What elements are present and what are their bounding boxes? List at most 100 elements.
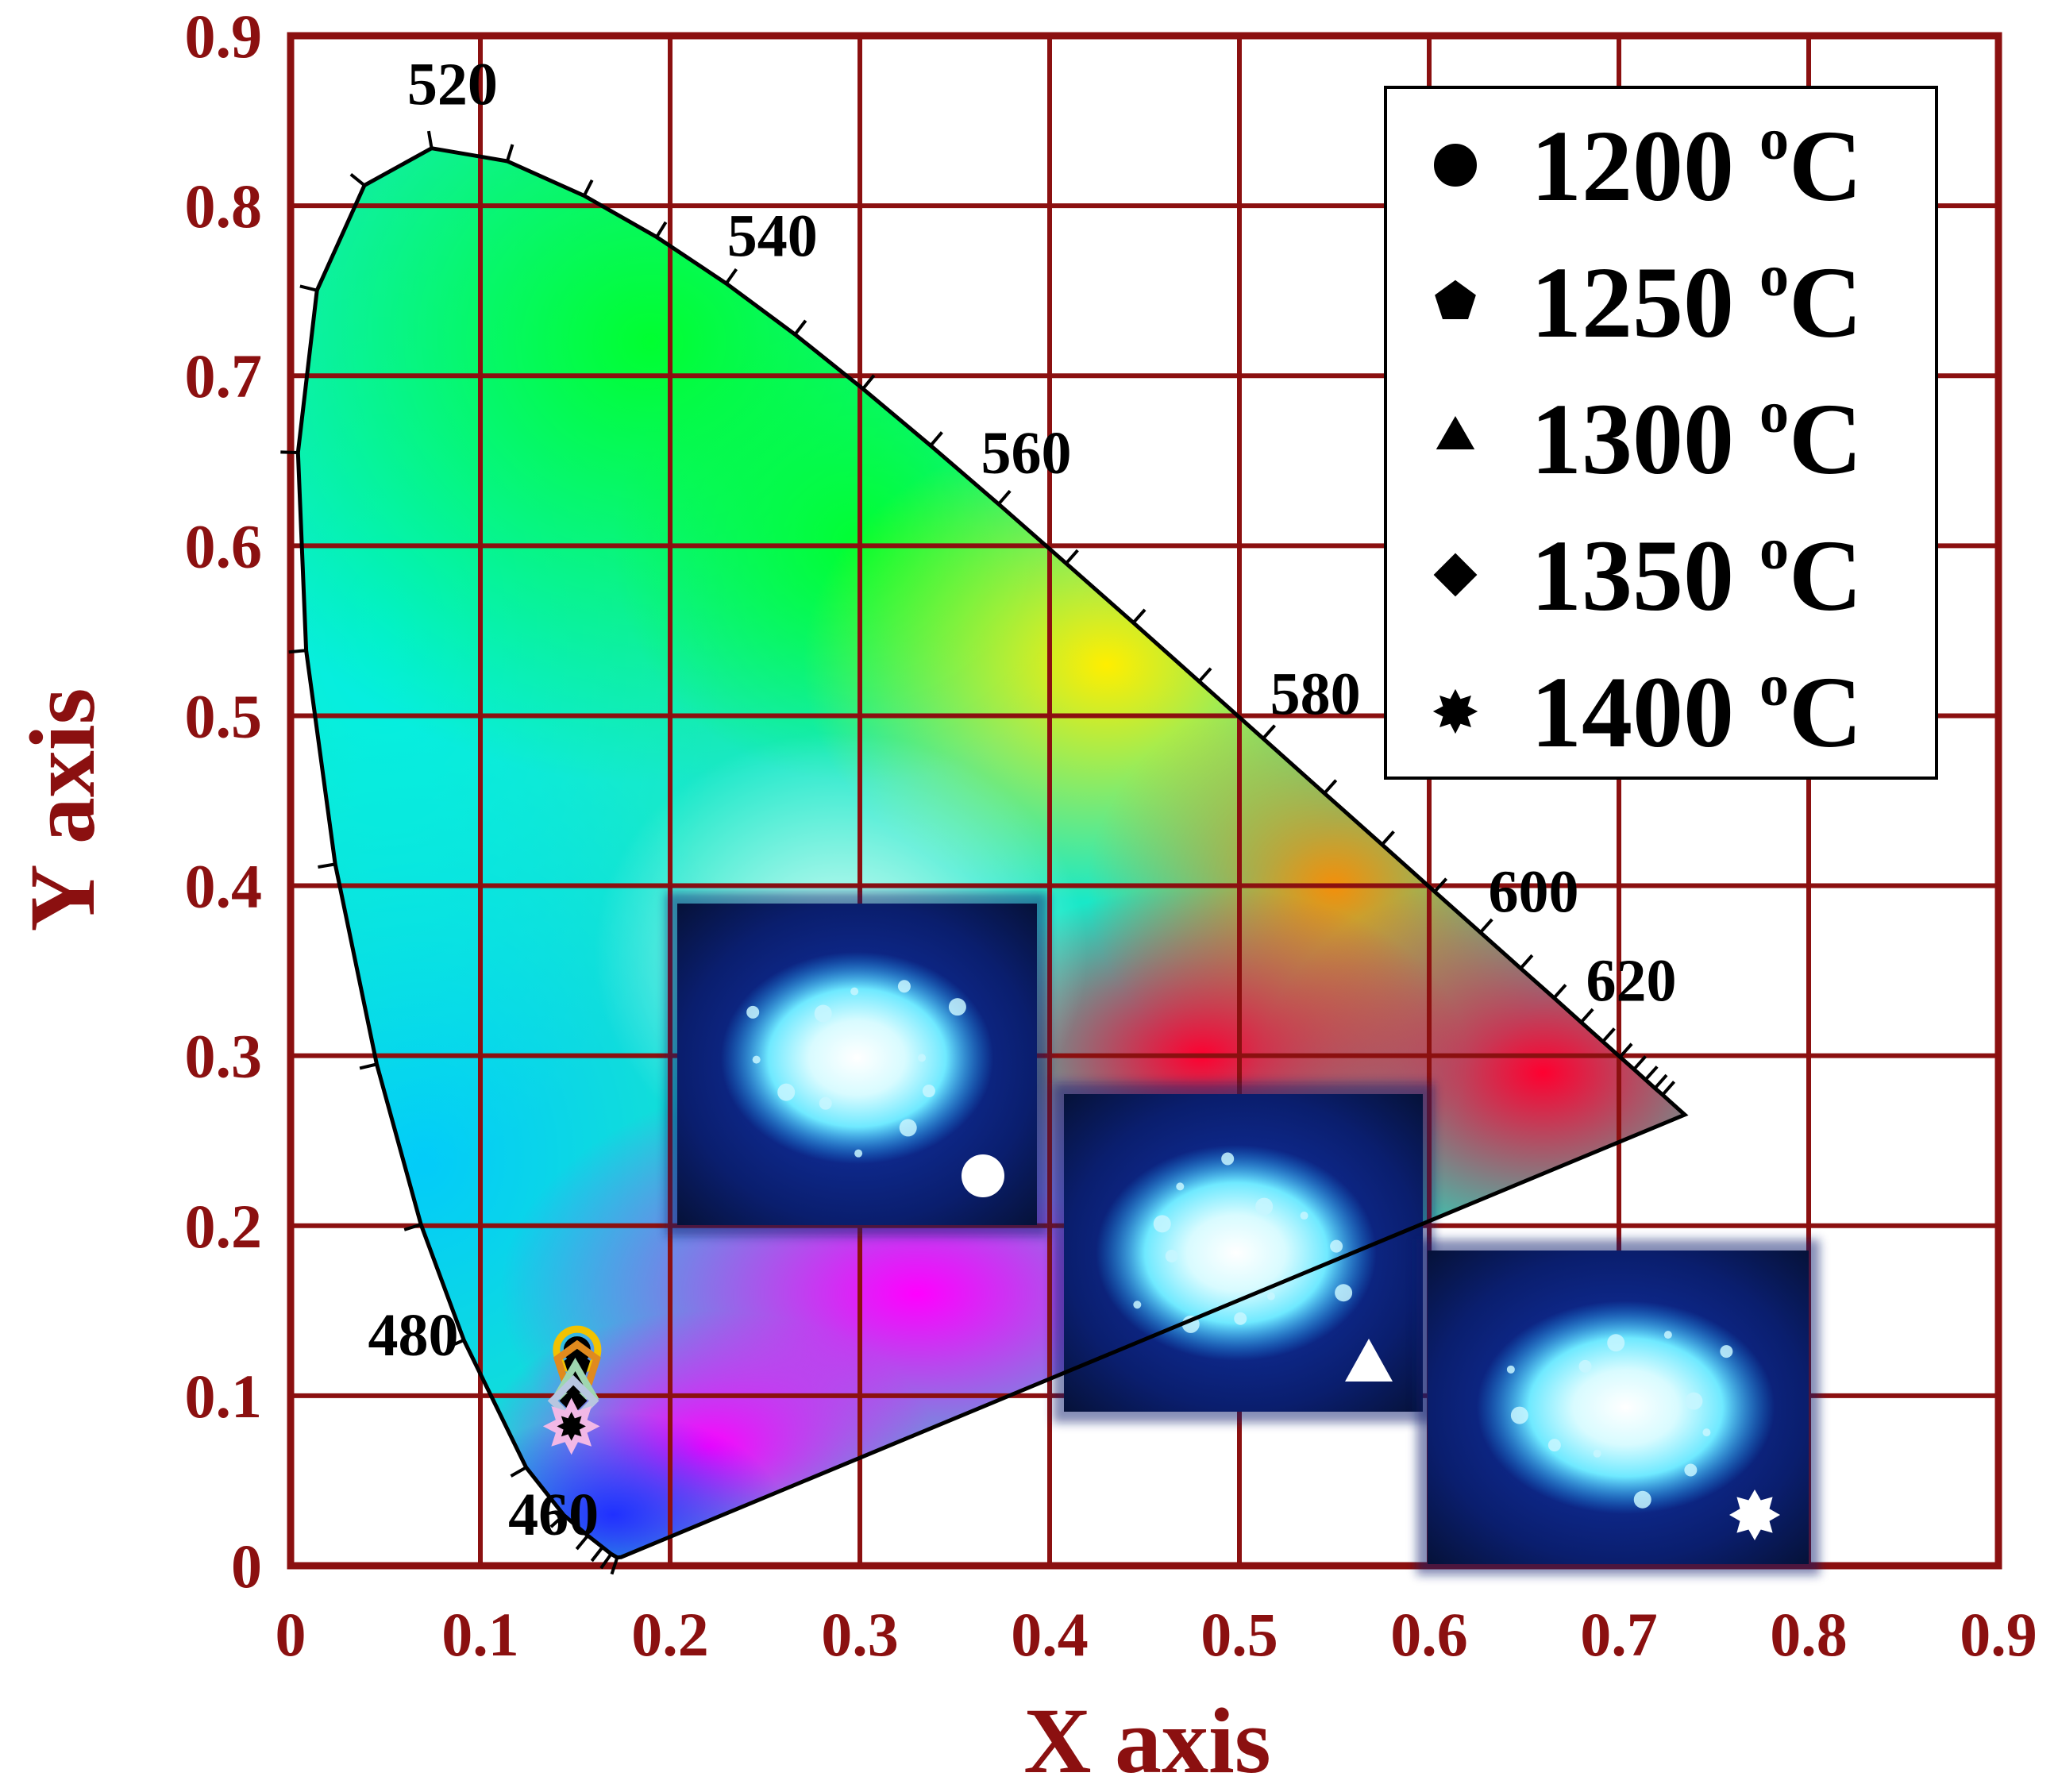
wavelength-tick — [549, 1513, 565, 1528]
wavelength-label-460: 460 — [508, 1482, 599, 1548]
legend-label-1300: 1300 oC — [1531, 380, 1862, 495]
wavelength-tick — [599, 1553, 613, 1570]
powder-grain — [1547, 1439, 1561, 1452]
powder-grain — [899, 1119, 917, 1137]
wavelength-ticks — [280, 130, 1676, 1575]
legend-degree: o — [1759, 517, 1789, 582]
wavelength-label-560: 560 — [981, 420, 1071, 487]
powder-grain — [1506, 1365, 1515, 1374]
legend-label-1250: 1250 oC — [1531, 244, 1862, 359]
y-tick-label-9: 0.9 — [185, 2, 263, 71]
wavelength-label-580: 580 — [1270, 661, 1361, 727]
legend-degree: o — [1759, 244, 1789, 309]
wavelength-tick — [582, 179, 594, 197]
legend-temperature: 1400 — [1531, 656, 1759, 769]
legend-label-1200: 1200 oC — [1531, 107, 1862, 222]
powder-grain — [1663, 1331, 1672, 1339]
powder-grain — [897, 980, 911, 993]
wavelength-tick — [1644, 1066, 1659, 1081]
powder-grain — [922, 1085, 935, 1098]
powder-grain — [1133, 1301, 1142, 1309]
wavelength-tick — [359, 1062, 377, 1070]
y-tick-label-5: 0.5 — [185, 681, 263, 750]
legend-pentagon-icon — [1435, 279, 1476, 319]
wavelength-label-600: 600 — [1489, 858, 1579, 925]
wavelength-tick — [655, 221, 668, 238]
legend-unit: C — [1789, 246, 1862, 359]
wavelength-tick — [280, 450, 299, 454]
legend-circle-icon — [1434, 144, 1477, 187]
wavelength-tick — [1262, 724, 1277, 740]
powder-grain — [777, 1083, 796, 1101]
wavelength-tick — [1065, 549, 1079, 565]
x-tick-label-8: 0.8 — [1770, 1600, 1848, 1669]
powder-grain — [746, 1005, 760, 1019]
x-tick-label-7: 0.7 — [1580, 1600, 1658, 1669]
y-tick-label-3: 0.3 — [185, 1022, 263, 1091]
legend-unit: C — [1789, 110, 1862, 222]
wavelength-label-480: 480 — [368, 1302, 458, 1369]
x-tick-label-9: 0.9 — [1960, 1600, 2037, 1669]
legend-triangle-icon — [1436, 415, 1475, 449]
x-tick-label-0: 0 — [276, 1600, 306, 1669]
wavelength-tick — [1519, 954, 1534, 969]
wavelength-tick — [861, 374, 876, 390]
wavelength-tick — [1632, 1055, 1648, 1071]
legend-temperature: 1200 — [1531, 110, 1759, 222]
powder-grain — [1593, 1449, 1601, 1458]
wavelength-tick — [793, 319, 807, 336]
wavelength-tick — [1433, 877, 1448, 893]
x-tick-label-6: 0.6 — [1390, 1600, 1468, 1669]
data-point-1400-star-icon — [557, 1412, 586, 1441]
y-tick-labels: 0 0.1 0.2 0.3 0.4 0.5 0.6 0.7 0.8 0.9 — [185, 2, 263, 1601]
wavelength-tick — [1661, 1081, 1676, 1096]
y-tick-label-0: 0 — [231, 1532, 262, 1601]
powder-grain — [1578, 1359, 1592, 1373]
powder-grain — [918, 1054, 927, 1062]
powder-grain — [1176, 1182, 1185, 1191]
wavelength-tick — [1323, 779, 1338, 795]
inset-badge-circle-icon — [962, 1154, 1004, 1197]
x-tick-label-2: 0.2 — [631, 1600, 709, 1669]
data-points — [542, 1325, 602, 1455]
powder-grain — [1330, 1239, 1343, 1253]
wavelength-tick — [610, 1557, 619, 1575]
wavelength-tick — [1197, 667, 1212, 683]
powder-grain — [1335, 1284, 1353, 1302]
wavelength-tick — [318, 862, 336, 869]
powder-grain — [814, 1004, 832, 1023]
x-axis-title: X axis — [1023, 1689, 1270, 1792]
legend-degree: o — [1759, 653, 1789, 719]
x-tick-label-5: 0.5 — [1200, 1600, 1278, 1669]
powder-pile — [720, 951, 994, 1165]
wavelength-tick — [1479, 918, 1493, 934]
wavelength-tick — [575, 1534, 589, 1551]
powder-pile — [1476, 1301, 1775, 1514]
inset-badge-triangle-icon — [1345, 1339, 1393, 1382]
powder-grain — [854, 1149, 863, 1158]
data-point-1400 — [542, 1397, 600, 1455]
wavelength-tick — [1131, 608, 1147, 624]
wavelength-tick — [1601, 1027, 1616, 1043]
powder-grain — [1607, 1334, 1625, 1352]
powder-grain — [1300, 1212, 1308, 1220]
powder-grain — [1685, 1392, 1703, 1410]
powder-grain — [1720, 1345, 1733, 1358]
powder-grain — [752, 1055, 761, 1064]
legend-degree: o — [1759, 380, 1789, 445]
wavelength-label-520: 520 — [407, 51, 498, 118]
legend-label-1350: 1350 oC — [1531, 517, 1862, 632]
y-tick-label-4: 0.4 — [185, 852, 263, 921]
inset-photos — [666, 892, 1820, 1575]
wavelength-tick — [426, 130, 434, 149]
wavelength-tick — [288, 649, 306, 654]
wavelength-tick — [299, 284, 318, 292]
powder-grain — [1702, 1428, 1711, 1437]
wavelength-label-540: 540 — [727, 203, 818, 270]
wavelength-tick — [1552, 984, 1567, 1000]
powder-grain — [1510, 1406, 1528, 1424]
y-tick-label-1: 0.1 — [185, 1362, 263, 1431]
